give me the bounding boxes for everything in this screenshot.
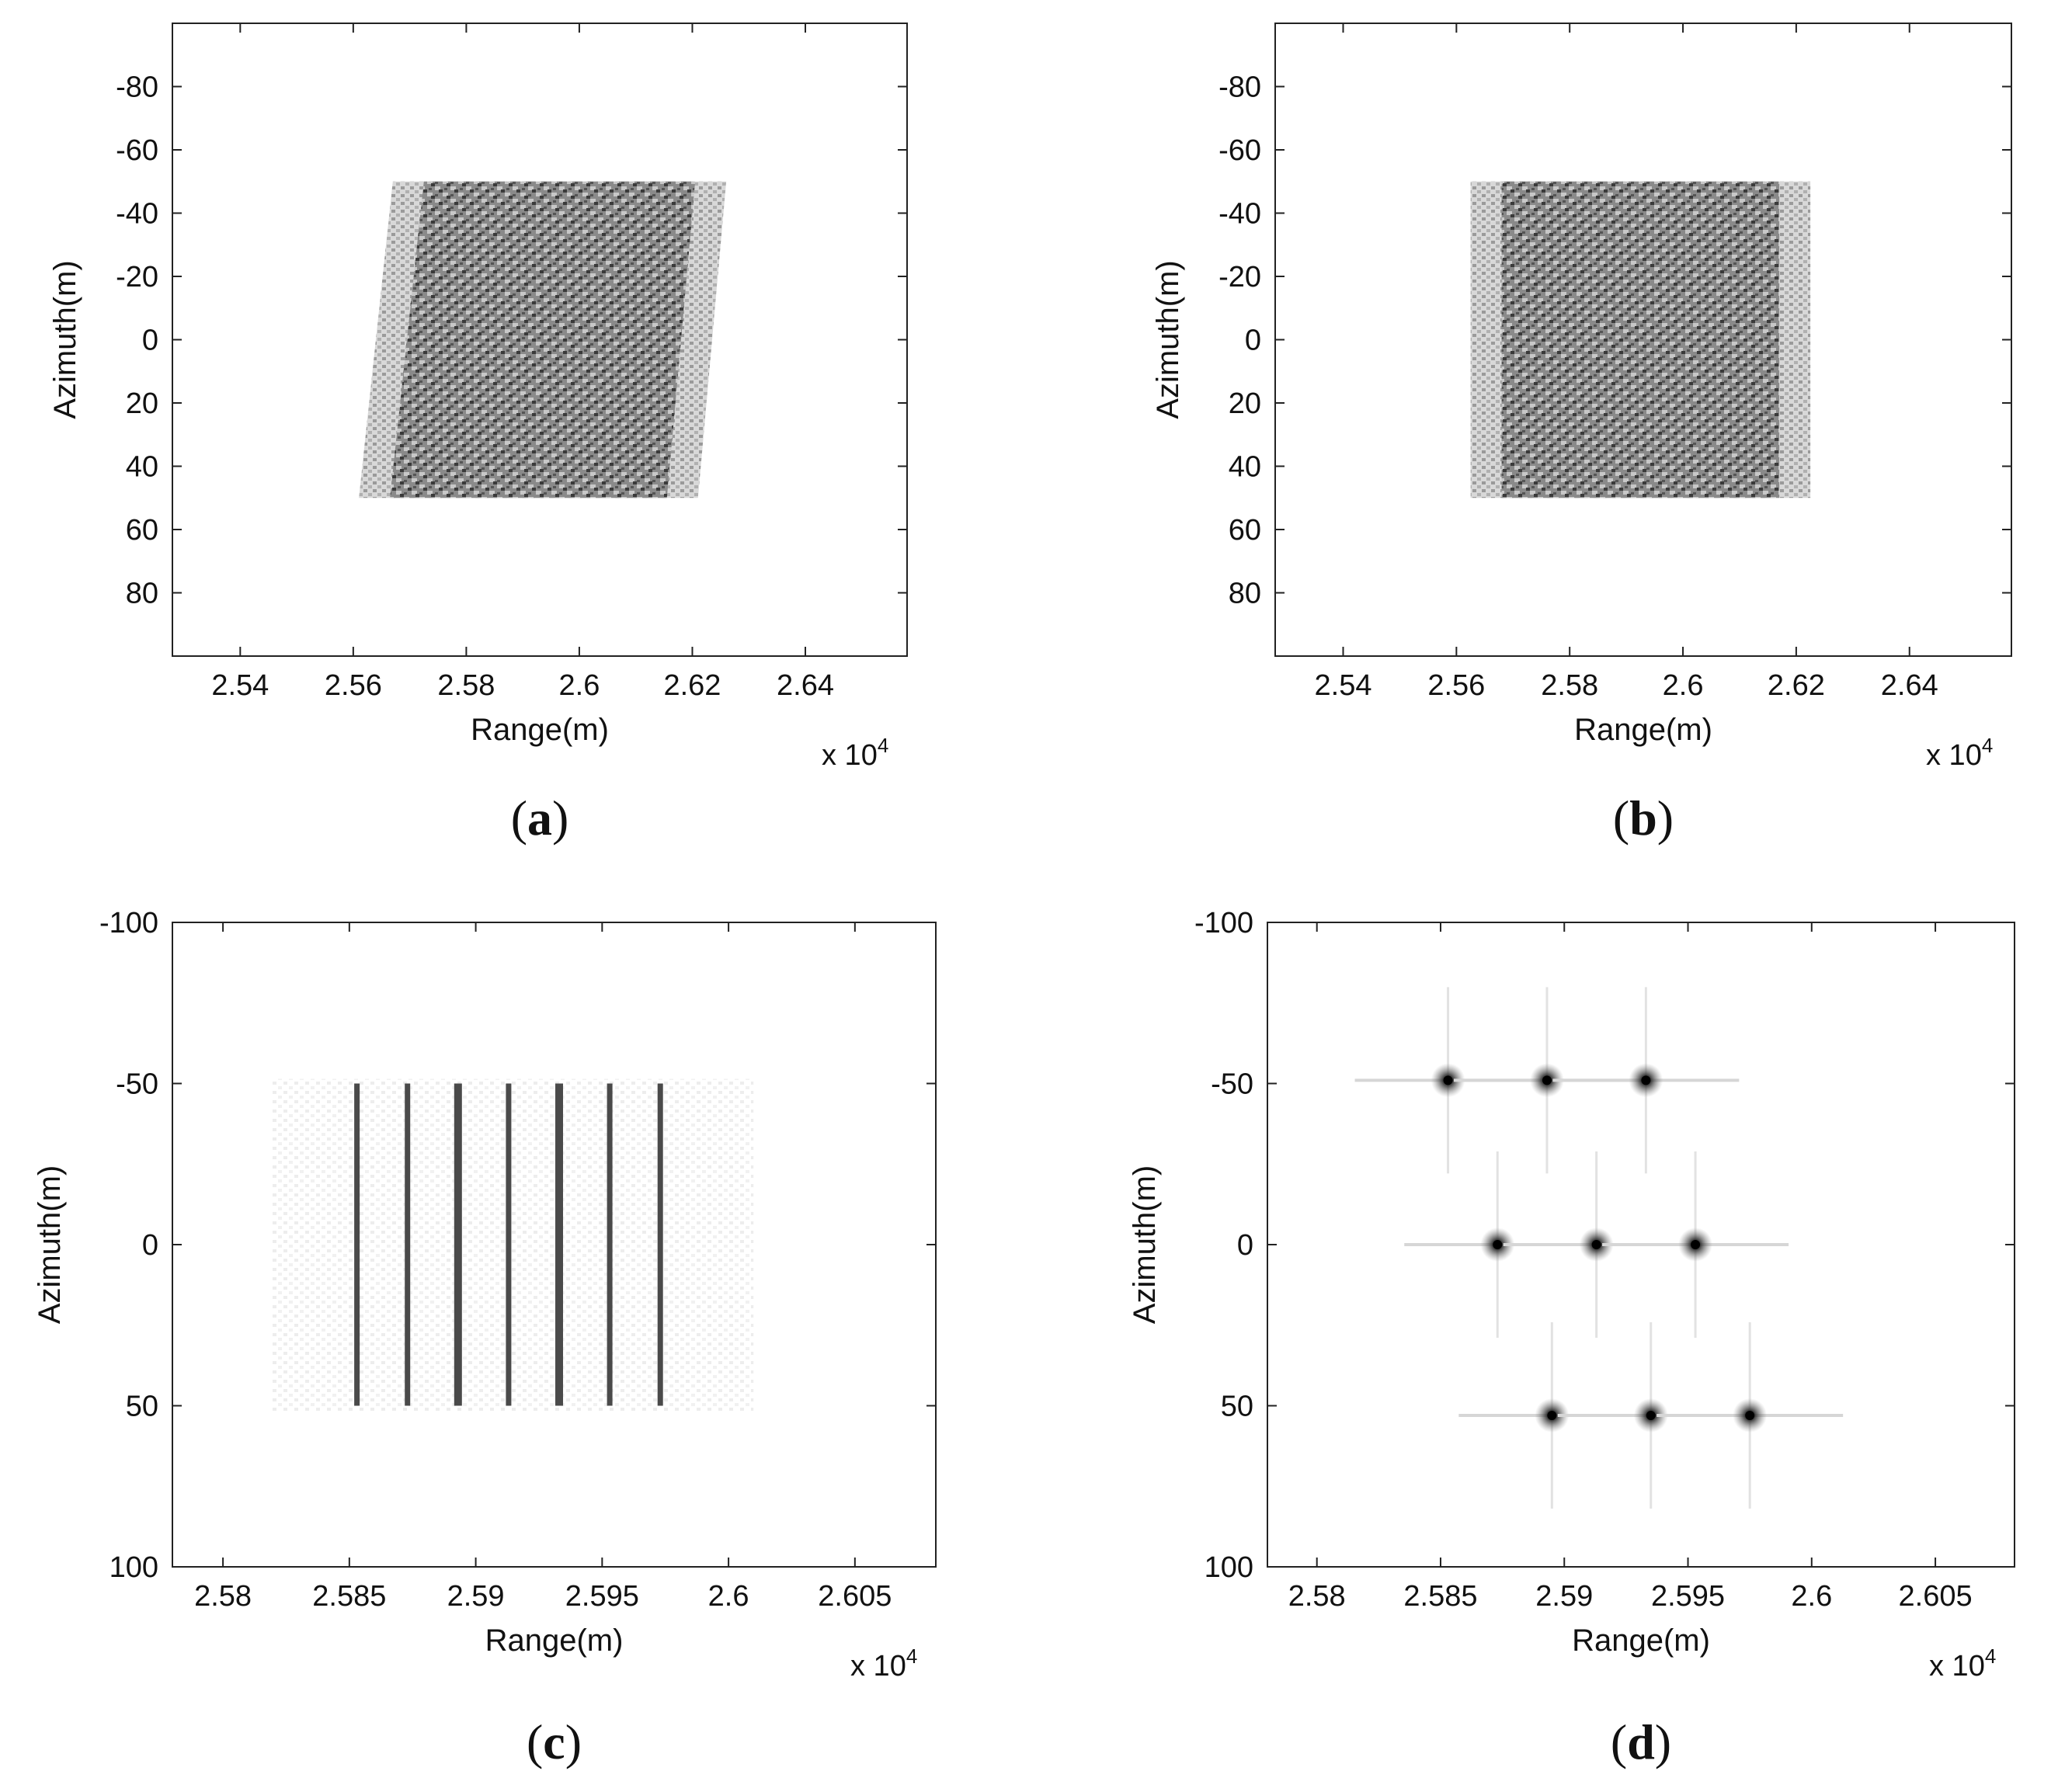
y-tick-label: -80 xyxy=(116,71,158,104)
y-axis-label: Azimuth(m) xyxy=(1151,260,1185,418)
panel-label: (d) xyxy=(1611,1714,1671,1769)
y-tick-label: 40 xyxy=(1229,451,1261,484)
panel-label: (b) xyxy=(1613,790,1674,846)
y-axis-label: Azimuth(m) xyxy=(33,1165,67,1324)
x-tick-label: 2.56 xyxy=(325,669,382,702)
y-tick-label: -40 xyxy=(1218,198,1261,231)
x-tick-label: 2.6 xyxy=(708,1580,749,1613)
chart-panel-d: 2.58 2.585 2.59 2.595 2.6 2.605 -100 -50 0 50 100 R… xyxy=(1128,907,2015,1769)
x-tick-label: 2.585 xyxy=(1403,1580,1477,1613)
x-tick-label: 2.58 xyxy=(1541,669,1598,702)
x-tick-label: 2.605 xyxy=(818,1580,892,1613)
y-tick-label: 0 xyxy=(1237,1229,1253,1262)
x-tick-label: 2.6 xyxy=(1791,1580,1832,1613)
y-tick-label: 60 xyxy=(126,514,158,547)
background-speckle xyxy=(271,1078,754,1412)
x-tick-label: 2.595 xyxy=(565,1580,639,1613)
x-exponent-label: x 104 xyxy=(822,734,888,772)
x-tick-label: 2.595 xyxy=(1651,1580,1725,1613)
y-axis-label: Azimuth(m) xyxy=(1128,1165,1162,1324)
x-axis-label: Range(m) xyxy=(1572,1624,1710,1658)
target-point xyxy=(1657,1321,1844,1509)
x-tick-label: 2.58 xyxy=(1288,1580,1346,1613)
x-exponent-label: x 104 xyxy=(1929,1644,1996,1683)
y-tick-label: -50 xyxy=(116,1068,158,1101)
x-exponent-label: x 104 xyxy=(850,1644,917,1683)
target-point xyxy=(1557,1321,1744,1509)
x-tick-label: 2.64 xyxy=(1881,669,1938,702)
x-tick-label: 2.62 xyxy=(663,669,721,702)
x-tick-label: 2.56 xyxy=(1427,669,1485,702)
y-tick-label: -20 xyxy=(116,261,158,293)
y-axis-label: Azimuth(m) xyxy=(48,260,82,418)
x-axis-label: Range(m) xyxy=(485,1624,624,1658)
y-tick-label: 80 xyxy=(126,578,158,610)
y-tick-label: -20 xyxy=(1218,261,1261,293)
y-tick-label: 50 xyxy=(126,1391,158,1423)
y-tick-label: -60 xyxy=(1218,134,1261,167)
y-tick-label: -60 xyxy=(116,134,158,167)
x-tick-label: 2.58 xyxy=(437,669,495,702)
y-tick-label: 60 xyxy=(1229,514,1261,547)
x-tick-label: 2.6 xyxy=(1663,669,1704,702)
x-tick-label: 2.54 xyxy=(1315,669,1372,702)
y-tick-label: 0 xyxy=(142,1229,158,1262)
x-tick-label: 2.54 xyxy=(211,669,269,702)
y-tick-label: 50 xyxy=(1221,1391,1253,1423)
x-axis-label: Range(m) xyxy=(471,713,609,747)
x-tick-label: 2.64 xyxy=(777,669,834,702)
x-axis-label: Range(m) xyxy=(1574,713,1712,747)
y-tick-label: 0 xyxy=(1245,325,1261,357)
panel-label: (c) xyxy=(527,1714,582,1769)
x-tick-label: 2.59 xyxy=(447,1580,505,1613)
x-exponent-label: x 104 xyxy=(1926,734,1993,772)
y-tick-label: -50 xyxy=(1211,1068,1253,1101)
y-tick-label: -100 xyxy=(1194,907,1253,939)
chart-panel-b: 2.54 2.56 2.58 2.6 2.62 2.64 -80 -60 -40 -20 0 20 40… xyxy=(1151,23,2012,846)
y-tick-label: 100 xyxy=(1205,1551,1253,1584)
target-point xyxy=(1602,1151,1789,1338)
y-tick-label: 20 xyxy=(1229,387,1261,420)
target-point xyxy=(1552,987,1740,1174)
x-tick-label: 2.605 xyxy=(1899,1580,1973,1613)
chart-panel-a: 2.54 2.56 2.58 2.6 2.62 2.64 -80 -60 -40 -20 0 20 40… xyxy=(48,23,908,846)
x-tick-label: 2.62 xyxy=(1768,669,1825,702)
panel-label: (a) xyxy=(511,790,569,846)
chart-panel-c: 2.58 2.585 2.59 2.595 2.6 2.605 -100 -50 0 50 100 R… xyxy=(33,907,937,1769)
y-tick-label: -80 xyxy=(1218,71,1261,104)
y-tick-label: 40 xyxy=(126,451,158,484)
y-tick-label: -40 xyxy=(116,198,158,231)
y-tick-label: 100 xyxy=(110,1551,158,1584)
x-tick-label: 2.585 xyxy=(312,1580,386,1613)
x-tick-label: 2.59 xyxy=(1535,1580,1593,1613)
target-point xyxy=(1404,1151,1591,1338)
x-tick-label: 2.6 xyxy=(559,669,600,702)
image-region-speckle xyxy=(1501,181,1780,498)
image-region-speckle xyxy=(390,181,696,498)
y-tick-label: 0 xyxy=(142,325,158,357)
y-tick-label: -100 xyxy=(99,907,158,939)
y-tick-label: 80 xyxy=(1229,578,1261,610)
x-tick-label: 2.58 xyxy=(194,1580,252,1613)
y-tick-label: 20 xyxy=(126,387,158,420)
